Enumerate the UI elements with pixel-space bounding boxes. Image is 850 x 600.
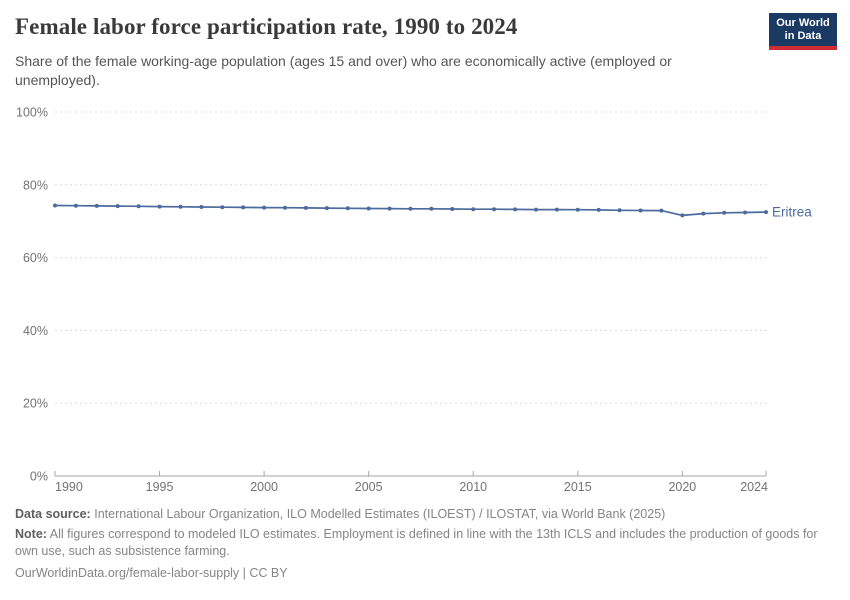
data-point-marker[interactable] (534, 207, 538, 212)
data-point-marker[interactable] (596, 207, 601, 212)
y-axis-tick-label: 80% (23, 178, 48, 192)
data-source-label: Data source: (15, 507, 91, 521)
x-axis-tick-label: 1990 (55, 480, 83, 494)
data-point-marker[interactable] (283, 205, 287, 210)
y-axis-tick-label: 40% (23, 324, 48, 338)
data-point-marker[interactable] (115, 204, 120, 209)
data-point-marker[interactable] (157, 204, 162, 209)
x-axis-tick-label: 2020 (668, 480, 696, 494)
data-point-marker[interactable] (73, 203, 78, 208)
data-point-marker[interactable] (387, 206, 392, 211)
entity-label[interactable]: Eritrea (772, 205, 812, 220)
data-point-marker[interactable] (429, 206, 434, 211)
data-source-row: Data source: International Labour Organi… (15, 506, 827, 523)
data-point-marker[interactable] (408, 206, 413, 211)
owid-logo-redbar (769, 46, 837, 50)
data-point-marker[interactable] (471, 207, 476, 212)
data-point-marker[interactable] (680, 213, 685, 218)
data-point-marker[interactable] (303, 205, 308, 210)
citation-row: OurWorldinData.org/female-labor-supply |… (15, 565, 827, 582)
x-axis-tick-label: 2000 (250, 480, 278, 494)
data-point-marker[interactable] (136, 204, 141, 209)
x-axis-tick-label: 2010 (459, 480, 487, 494)
chart-subtitle: Share of the female working-age populati… (15, 53, 672, 88)
owid-logo-line2: in Data (784, 29, 822, 42)
data-point-marker[interactable] (701, 211, 706, 216)
data-point-marker[interactable] (324, 206, 329, 211)
x-axis-tick-label: 2024 (740, 480, 768, 494)
data-point-marker[interactable] (513, 207, 518, 212)
data-point-marker[interactable] (262, 205, 267, 210)
data-point-marker[interactable] (638, 208, 643, 213)
data-point-marker[interactable] (178, 204, 183, 209)
chart-footer: Data source: International Labour Organi… (15, 506, 827, 582)
chart-title: Female labor force participation rate, 1… (15, 14, 518, 39)
y-axis-tick-label: 100% (16, 106, 48, 120)
data-point-marker[interactable] (450, 207, 455, 211)
data-point-marker[interactable] (659, 208, 664, 213)
data-source-text: International Labour Organization, ILO M… (94, 507, 666, 521)
y-axis-tick-label: 0% (30, 470, 48, 484)
data-point-marker[interactable] (743, 210, 748, 215)
data-point-marker[interactable] (617, 208, 622, 213)
note-text: All figures correspond to modeled ILO es… (15, 527, 818, 558)
x-axis-tick-label: 2005 (355, 480, 383, 494)
owid-logo-text: Our World in Data (769, 13, 837, 46)
data-point-marker[interactable] (220, 205, 225, 210)
y-axis-tick-label: 60% (23, 251, 48, 265)
data-point-marker[interactable] (575, 207, 580, 212)
data-point-marker[interactable] (492, 207, 497, 212)
x-axis-tick-label: 2015 (564, 480, 592, 494)
citation-link[interactable]: OurWorldinData.org/female-labor-supply |… (15, 566, 288, 580)
data-point-marker[interactable] (241, 205, 246, 210)
data-point-marker[interactable] (722, 210, 727, 215)
data-point-marker[interactable] (345, 206, 350, 211)
owid-logo[interactable]: Our World in Data (769, 13, 837, 50)
note-label: Note: (15, 527, 47, 541)
data-point-marker[interactable] (53, 203, 57, 208)
data-point-marker[interactable] (366, 206, 371, 211)
data-point-marker[interactable] (199, 205, 204, 209)
note-row: Note: All figures correspond to modeled … (15, 526, 827, 560)
data-point-marker[interactable] (94, 203, 99, 208)
data-point-marker[interactable] (554, 207, 559, 212)
y-axis-tick-label: 20% (23, 397, 48, 411)
owid-logo-line1: Our World (776, 16, 830, 29)
x-axis-tick-label: 1995 (146, 480, 174, 494)
data-point-marker[interactable] (764, 210, 768, 215)
